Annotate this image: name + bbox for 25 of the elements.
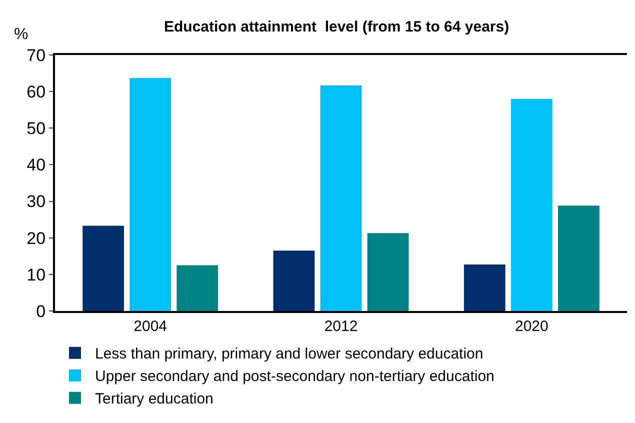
y-tick-label: 60 xyxy=(26,82,46,102)
bar xyxy=(558,206,600,311)
y-tick-label: 70 xyxy=(26,46,46,65)
x-tick-label: 2020 xyxy=(514,318,548,335)
y-tick-label: 0 xyxy=(36,302,46,321)
legend-label: Less than primary, primary and lower secondary education xyxy=(95,346,484,363)
y-tick-label: 40 xyxy=(26,156,46,175)
y-tick-label: 30 xyxy=(26,192,46,212)
y-tick-label: 10 xyxy=(26,265,46,284)
bar xyxy=(130,78,172,311)
bar xyxy=(82,226,124,311)
x-tick-label: 2012 xyxy=(324,318,358,335)
chart-title: Education attainment level (from 15 to 64 years) xyxy=(164,18,510,36)
bar xyxy=(367,233,409,311)
y-tick-label: 20 xyxy=(26,228,46,248)
y-axis-title: % xyxy=(14,26,28,43)
bar xyxy=(510,98,552,311)
x-tick-label: 2004 xyxy=(134,318,168,335)
legend-label: Upper secondary and post-secondary non-tertiary education xyxy=(95,368,494,386)
legend-label: Tertiary education xyxy=(95,390,214,408)
bar xyxy=(464,264,506,311)
bar xyxy=(273,250,315,311)
bar xyxy=(320,85,362,311)
bar xyxy=(176,265,218,311)
y-tick-label: 50 xyxy=(26,119,46,138)
